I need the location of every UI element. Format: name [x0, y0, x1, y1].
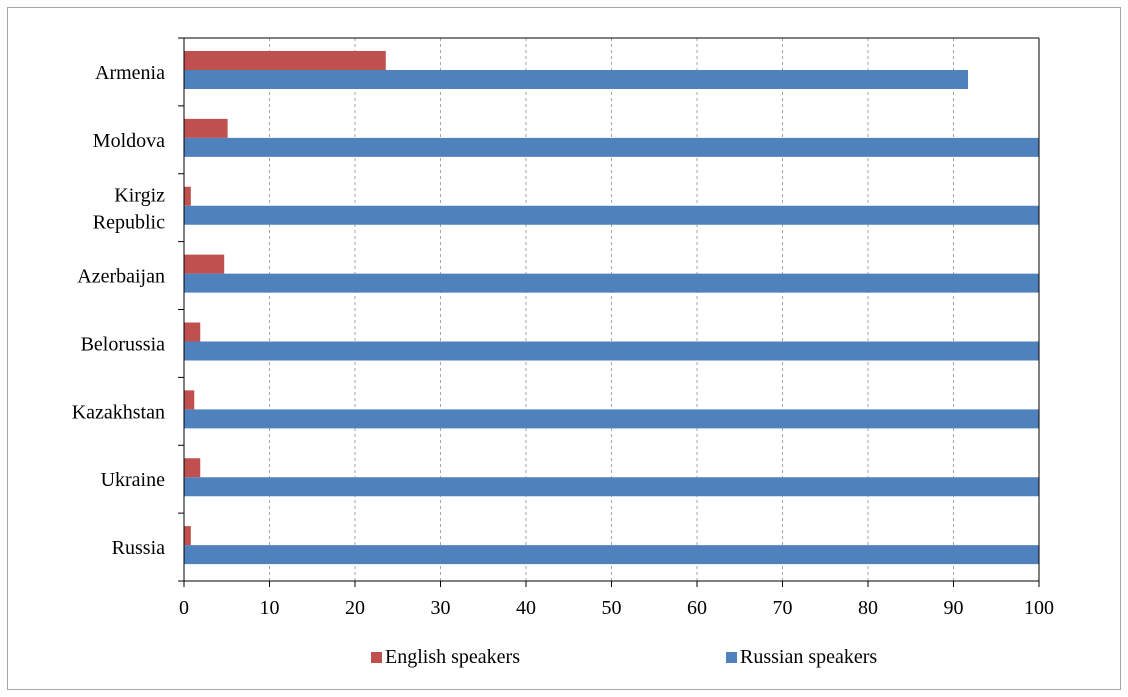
bar-russian-3	[184, 273, 1039, 293]
x-tick-labels: 0 10 20 30 40 50 60 70 80 90 100	[179, 597, 1054, 619]
category-label: Kazakhstan	[72, 401, 165, 423]
x-tick-label: 70	[773, 597, 793, 619]
bar-russian-5	[184, 409, 1039, 429]
x-tick-label: 60	[687, 597, 707, 619]
category-labels: Armenia Moldova Kirgiz Republic Azerbaijan Be…	[72, 62, 165, 559]
chart-frame: 0 10 20 30 40 50 60 70 80 90 100 Armenia Moldova Kir…	[7, 7, 1121, 690]
x-tick-label: 40	[516, 597, 536, 619]
bar-russian-6	[184, 477, 1039, 497]
x-tick-label: 0	[179, 597, 189, 619]
bar-russian-0	[184, 70, 969, 89]
category-label: Moldova	[93, 130, 165, 152]
bar-russian-7	[184, 545, 1039, 565]
category-label: Kirgiz	[114, 185, 165, 207]
gridlines	[269, 38, 1040, 581]
bar-english-0	[184, 51, 386, 70]
x-tick-label: 20	[345, 597, 365, 619]
category-label: Republic	[93, 212, 165, 234]
bar-chart: 0 10 20 30 40 50 60 70 80 90 100 Armenia Moldova Kir…	[72, 37, 1054, 668]
category-label: Azerbaijan	[77, 266, 165, 288]
bars	[184, 51, 1039, 565]
legend-label-russian: Russian speakers	[740, 646, 877, 668]
x-tick-label: 10	[260, 597, 280, 619]
bar-english-3	[184, 254, 225, 274]
category-label: Russia	[112, 537, 165, 559]
bar-english-7	[184, 526, 191, 546]
bar-russian-2	[184, 205, 1039, 225]
axes	[178, 37, 1040, 587]
category-label: Belorussia	[81, 333, 166, 355]
x-tick-label: 80	[858, 597, 878, 619]
legend-label-english: English speakers	[385, 646, 520, 668]
legend: English speakers Russian speakers	[371, 646, 877, 668]
bar-english-2	[184, 186, 191, 206]
bar-english-6	[184, 458, 201, 478]
bar-english-5	[184, 390, 195, 410]
legend-swatch-english	[371, 652, 382, 663]
x-tick-label: 100	[1024, 597, 1054, 619]
bar-russian-4	[184, 341, 1039, 361]
bar-english-1	[184, 118, 228, 138]
x-tick-label: 30	[431, 597, 451, 619]
category-label: Armenia	[95, 62, 165, 84]
legend-swatch-russian	[726, 652, 737, 663]
x-tick-label: 90	[944, 597, 964, 619]
x-tick-label: 50	[602, 597, 622, 619]
bar-english-4	[184, 322, 201, 342]
category-label: Ukraine	[101, 469, 166, 491]
bar-russian-1	[184, 137, 1039, 157]
